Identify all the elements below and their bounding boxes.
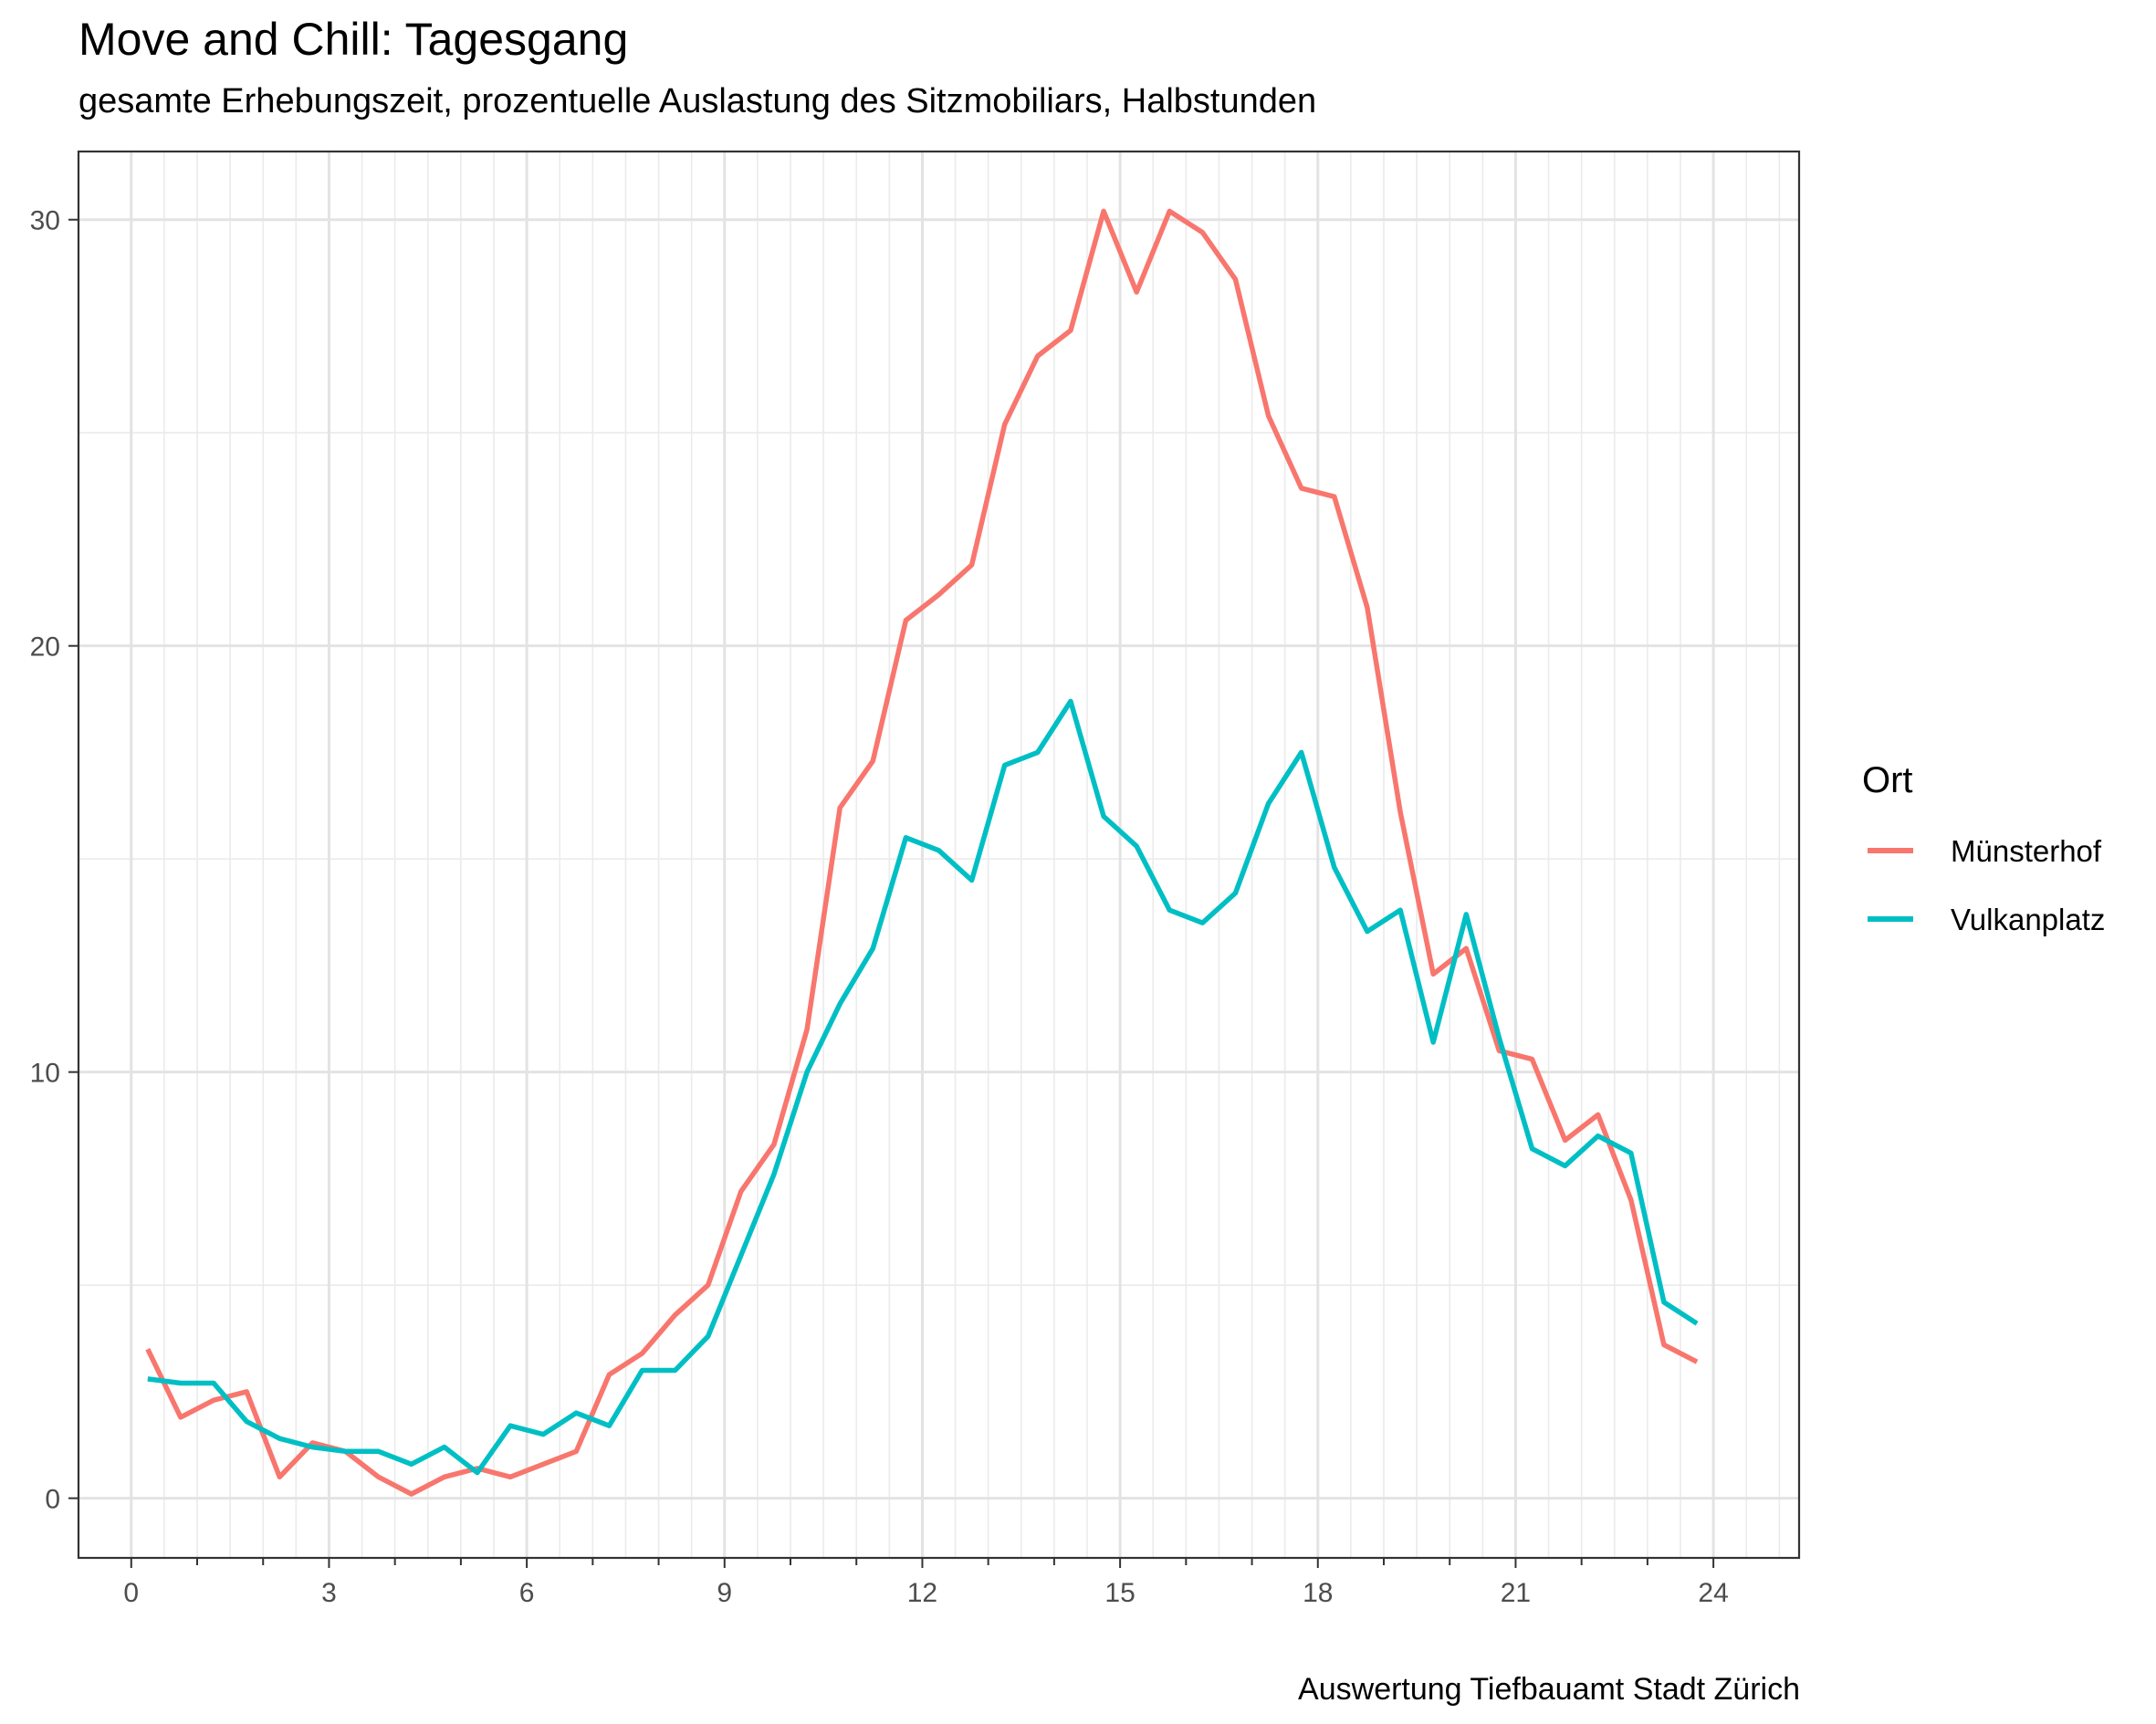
chart-caption: Auswertung Tiefbauamt Stadt Zürich: [1298, 1672, 1800, 1707]
chart-title: Move and Chill: Tagesgang: [78, 14, 629, 65]
plot-panel-border: [77, 150, 1801, 1560]
x-tick-label: 24: [1698, 1578, 1728, 1608]
y-tick-label: 30: [30, 206, 60, 236]
legend-title: Ort: [1862, 760, 1913, 800]
legend-label-münsterhof: Münsterhof: [1951, 834, 2102, 868]
x-tick-label: 12: [907, 1578, 937, 1608]
x-tick-label: 3: [321, 1578, 337, 1608]
chart-subtitle: gesamte Erhebungszeit, prozentuelle Ausl…: [78, 82, 1317, 120]
series-layer: [145, 208, 1699, 1497]
legend-label-vulkanplatz: Vulkanplatz: [1951, 903, 2105, 936]
x-tick-label: 15: [1104, 1578, 1135, 1608]
axis-layer: 0 3 6 9 12 15 18 21 24 0 10 20 30: [30, 206, 1729, 1608]
x-tick-label: 18: [1303, 1578, 1333, 1608]
series-line-münsterhof: [145, 208, 1699, 1497]
grid-layer: [78, 152, 1799, 1558]
y-tick-label: 0: [45, 1485, 60, 1515]
y-tick-label: 10: [30, 1059, 60, 1089]
series-line-vulkanplatz: [147, 698, 1699, 1476]
x-tick-label: 9: [717, 1578, 732, 1608]
x-tick-label: 21: [1501, 1578, 1531, 1608]
x-tick-label: 6: [519, 1578, 535, 1608]
x-tick-label: 0: [123, 1578, 139, 1608]
legend: Ort Münsterhof Vulkanplatz: [1862, 760, 2105, 936]
y-tick-label: 20: [30, 632, 60, 663]
